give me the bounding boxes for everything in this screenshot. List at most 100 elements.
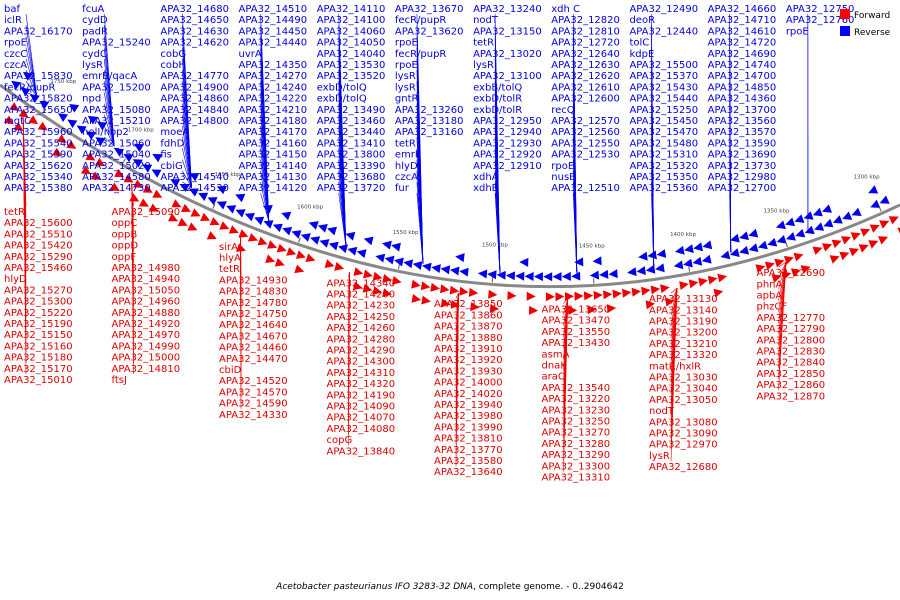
reverse-gene-arrow — [608, 269, 618, 279]
reverse-gene-arrow — [868, 185, 879, 194]
forward-gene-label: dnaK — [542, 360, 568, 371]
forward-gene-label: APA32_14590 — [219, 399, 288, 410]
reverse-gene-label: recQ — [551, 105, 575, 116]
forward-gene-label: APA32_13930 — [434, 366, 503, 377]
reverse-gene-label: cydD — [82, 15, 108, 26]
reverse-gene-label: APA32_12620 — [551, 71, 620, 82]
reverse-gene-label: moeA — [160, 127, 189, 138]
scale-tick-label: 1600 kbp — [297, 204, 323, 210]
reverse-gene-label: APA32_14160 — [239, 138, 308, 149]
scale-tick — [397, 264, 400, 270]
reverse-gene-arrow — [403, 259, 414, 269]
reverse-gene-label: APA32_15380 — [4, 183, 73, 194]
forward-gene-arrow — [771, 274, 782, 283]
reverse-gene-label: APA32_13410 — [317, 138, 386, 149]
reverse-gene-arrow — [823, 218, 834, 228]
forward-gene-label: APA32_14340 — [327, 278, 396, 289]
scale-tick-label: 1550 kbp — [393, 230, 419, 236]
forward-gene-arrow — [286, 247, 297, 256]
reverse-gene-label: APA32_13570 — [708, 127, 777, 138]
forward-gene-label: APA32_14780 — [219, 298, 288, 309]
reverse-gene-label: fcuA — [82, 4, 104, 15]
reverse-gene-label: APA32_13590 — [708, 138, 777, 149]
reverse-gene-label: APA32_13670 — [395, 4, 464, 15]
forward-gene-arrow — [888, 216, 899, 225]
reverse-gene-label: exbD/tolQ — [317, 82, 367, 93]
reverse-gene-arrow — [730, 233, 740, 243]
forward-gene-arrow — [858, 244, 869, 253]
reverse-gene-arrow — [39, 100, 50, 110]
reverse-leader-line — [103, 92, 115, 147]
reverse-gene-label: APA32_15250 — [629, 105, 698, 116]
reverse-gene-label: APA32_13020 — [473, 49, 542, 60]
reverse-gene-label: APA32_13240 — [473, 4, 542, 15]
reverse-gene-label: APA32_12700 — [708, 183, 777, 194]
forward-gene-arrow — [781, 271, 792, 280]
forward-gene-arrow — [707, 275, 718, 285]
reverse-gene-label: emrB/qacA — [82, 71, 137, 82]
reverse-gene-label: APA32_15310 — [629, 150, 698, 161]
forward-gene-arrow — [114, 168, 125, 178]
forward-leader-line — [670, 287, 678, 294]
forward-gene-label: APA32_14990 — [112, 341, 181, 352]
forward-gene-arrow — [812, 246, 823, 255]
reverse-leader-line — [25, 25, 38, 97]
reverse-gene-label: APA32_14130 — [239, 172, 308, 183]
forward-gene-arrow — [152, 189, 163, 198]
forward-gene-label: APA32_14470 — [219, 354, 288, 365]
forward-gene-arrow — [238, 229, 249, 238]
reverse-gene-arrow — [412, 261, 423, 270]
reverse-gene-label: APA32_15450 — [629, 116, 698, 127]
reverse-gene-label: APA32_14710 — [708, 15, 777, 26]
reverse-leader-line — [338, 193, 347, 247]
forward-gene-label: oppC — [112, 218, 138, 229]
forward-gene-label: APA32_15150 — [4, 330, 73, 341]
reverse-gene-arrow — [533, 272, 543, 282]
forward-gene-label: APA32_13470 — [542, 316, 611, 327]
reverse-gene-arrow — [22, 72, 33, 81]
legend-reverse-label: Reverse — [854, 28, 891, 38]
forward-gene-arrow — [698, 277, 708, 287]
forward-leader-line — [778, 261, 787, 268]
reverse-leader-line — [416, 193, 424, 264]
forward-gene-arrow — [56, 134, 67, 143]
forward-leader-line — [670, 288, 678, 462]
forward-gene-label: APA32_13130 — [649, 294, 718, 305]
forward-gene-arrow — [489, 303, 500, 313]
forward-gene-label: APA32_13210 — [649, 339, 718, 350]
forward-gene-arrow — [190, 208, 201, 217]
forward-gene-arrow — [94, 157, 105, 167]
forward-gene-label: APA32_14090 — [327, 401, 396, 412]
forward-gene-arrow — [793, 252, 804, 262]
forward-gene-arrow — [80, 165, 91, 175]
reverse-gene-arrow — [748, 243, 759, 252]
forward-gene-label: ftsJ — [112, 375, 127, 386]
reverse-gene-arrow — [356, 249, 367, 258]
reverse-gene-label: APA32_15650 — [4, 105, 73, 116]
reverse-gene-label: APA32_14860 — [160, 94, 229, 105]
forward-gene-label: APA32_12800 — [757, 335, 826, 346]
forward-leader-line — [778, 262, 787, 290]
reverse-gene-label: rpoE — [4, 38, 27, 49]
forward-gene-label: APA32_15220 — [4, 308, 73, 319]
forward-gene-arrow — [879, 220, 890, 229]
forward-gene-arrow — [138, 198, 149, 207]
reverse-gene-arrow — [599, 269, 609, 279]
forward-gene-label: APA32_12770 — [757, 313, 826, 324]
gene-arrows — [3, 72, 900, 315]
reverse-gene-label: APA32_16170 — [4, 26, 73, 37]
reverse-gene-arrow — [455, 253, 465, 263]
forward-gene-label: APA32_12870 — [757, 391, 826, 402]
reverse-gene-label: APA32_14740 — [708, 60, 777, 71]
forward-gene-arrow — [449, 285, 460, 295]
reverse-gene-arrow — [552, 272, 562, 282]
forward-gene-arrow — [372, 271, 383, 281]
forward-gene-label: APA32_12790 — [757, 324, 826, 335]
legend-forward-swatch — [840, 9, 850, 19]
reverse-gene-label: APA32_13720 — [317, 183, 386, 194]
forward-gene-label: APA32_14670 — [219, 331, 288, 342]
reverse-gene-label: APA32_13100 — [473, 71, 542, 82]
forward-gene-label: APA32_14020 — [434, 389, 503, 400]
forward-gene-label: asmA — [542, 349, 570, 360]
reverse-gene-label: nolI/nop2 — [82, 127, 129, 138]
